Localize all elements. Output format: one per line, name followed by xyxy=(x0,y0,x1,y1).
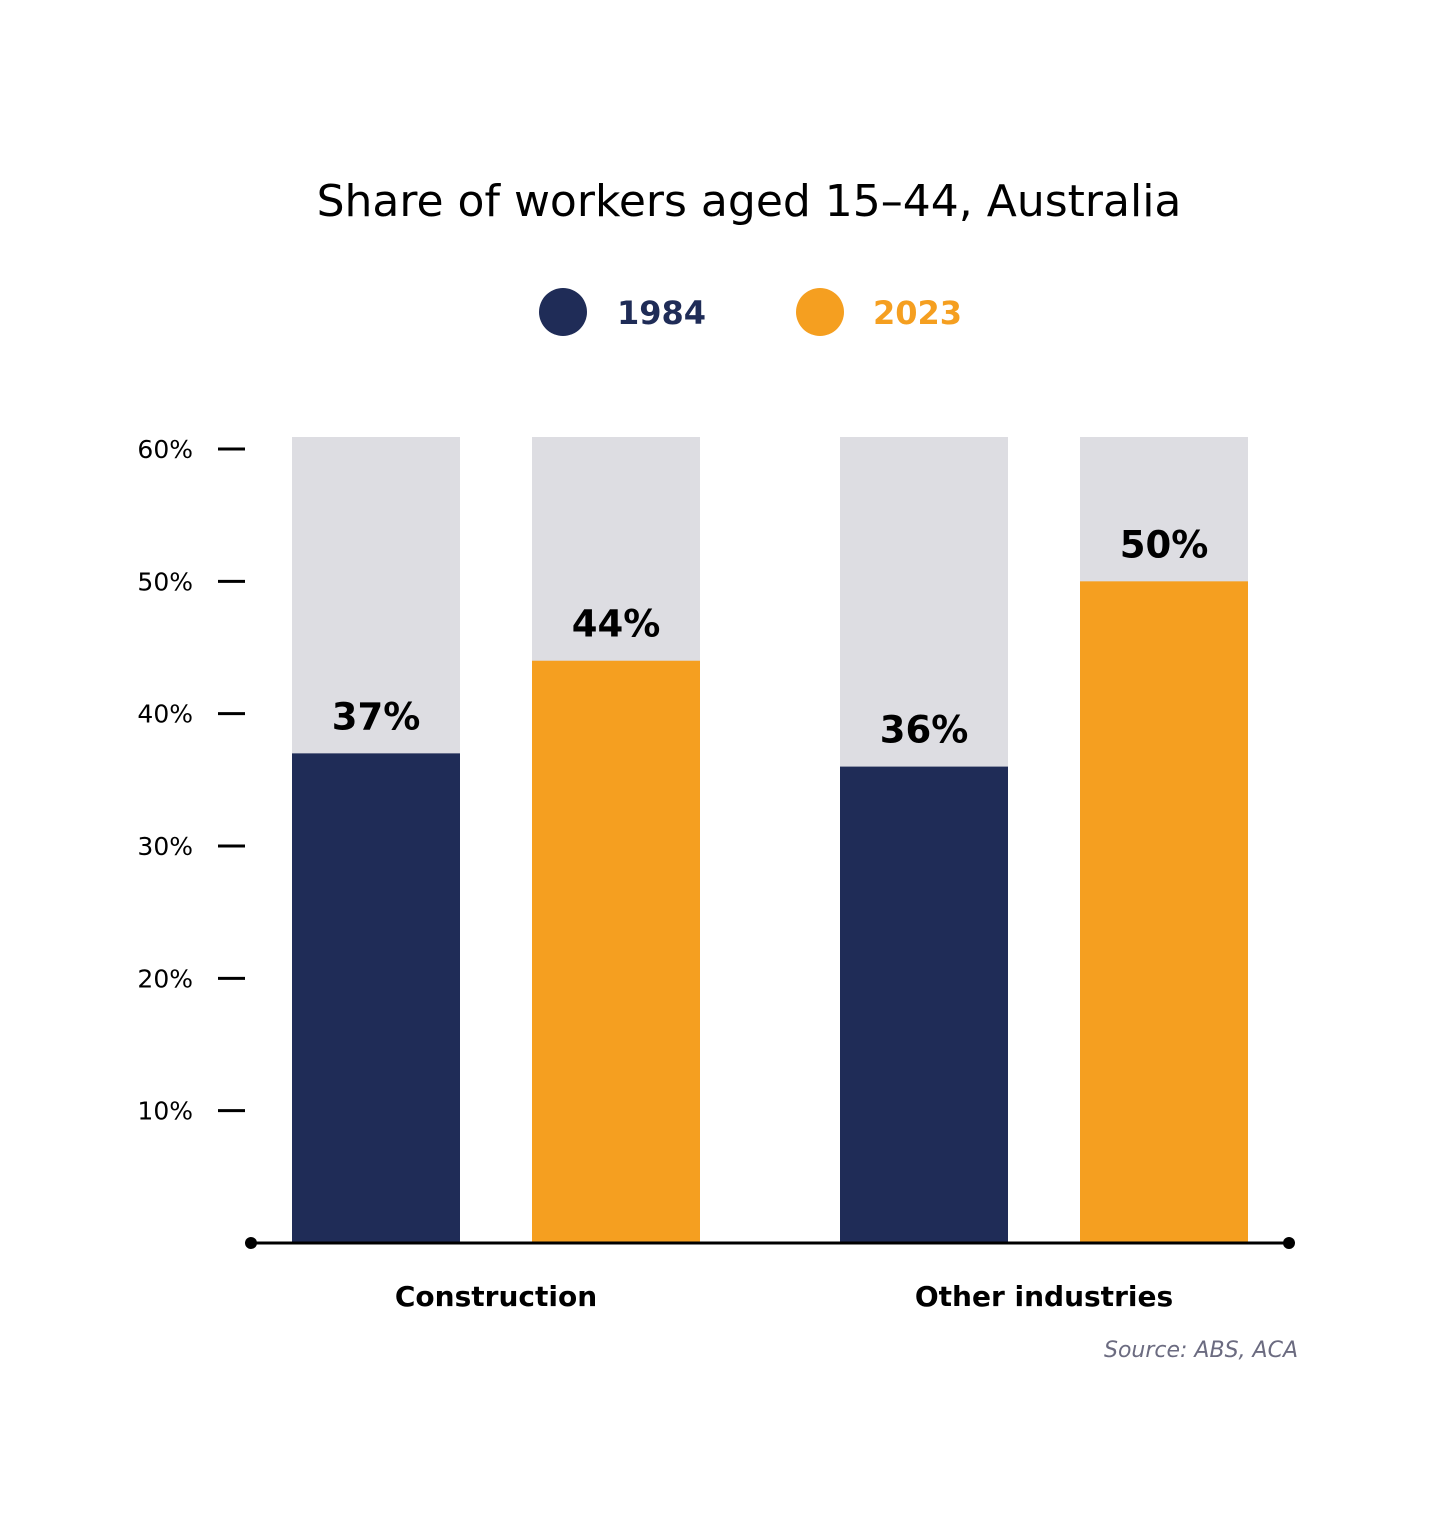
category-label: Other industries xyxy=(915,1280,1173,1313)
y-tick-label: 10% xyxy=(137,1097,193,1126)
legend-marker-2023 xyxy=(796,288,844,336)
source-note: Source: ABS, ACA xyxy=(1104,1338,1298,1363)
x-axis-start-dot xyxy=(245,1237,257,1249)
x-axis-end-dot xyxy=(1283,1237,1295,1249)
value-label: 50% xyxy=(1120,523,1209,566)
y-tick-label: 40% xyxy=(137,700,193,729)
legend: 1984 2023 xyxy=(539,288,962,336)
category-label: Construction xyxy=(395,1280,597,1313)
value-label: 44% xyxy=(572,603,661,646)
bars xyxy=(292,581,1248,1243)
category-labels: Construction Other industries xyxy=(395,1280,1173,1313)
legend-marker-1984 xyxy=(539,288,587,336)
value-label: 37% xyxy=(332,695,421,738)
y-axis: 10% 20% 30% 40% 50% 60% xyxy=(137,435,245,1126)
y-tick-label: 60% xyxy=(137,435,193,464)
value-label: 36% xyxy=(880,709,969,752)
y-tick-label: 30% xyxy=(137,832,193,861)
bar-1984-construction xyxy=(292,753,460,1243)
bar-2023-construction xyxy=(532,660,700,1243)
value-labels: 37% 44% 36% 50% xyxy=(332,523,1209,751)
x-axis xyxy=(245,1237,1295,1249)
bar-2023-other-industries xyxy=(1080,581,1248,1243)
y-tick-label: 50% xyxy=(137,567,193,596)
legend-label-1984: 1984 xyxy=(617,294,706,332)
chart-title: Share of workers aged 15–44, Australia xyxy=(317,176,1182,227)
bar-1984-other-industries xyxy=(840,766,1008,1243)
y-tick-label: 20% xyxy=(137,964,193,993)
legend-label-2023: 2023 xyxy=(873,294,962,332)
